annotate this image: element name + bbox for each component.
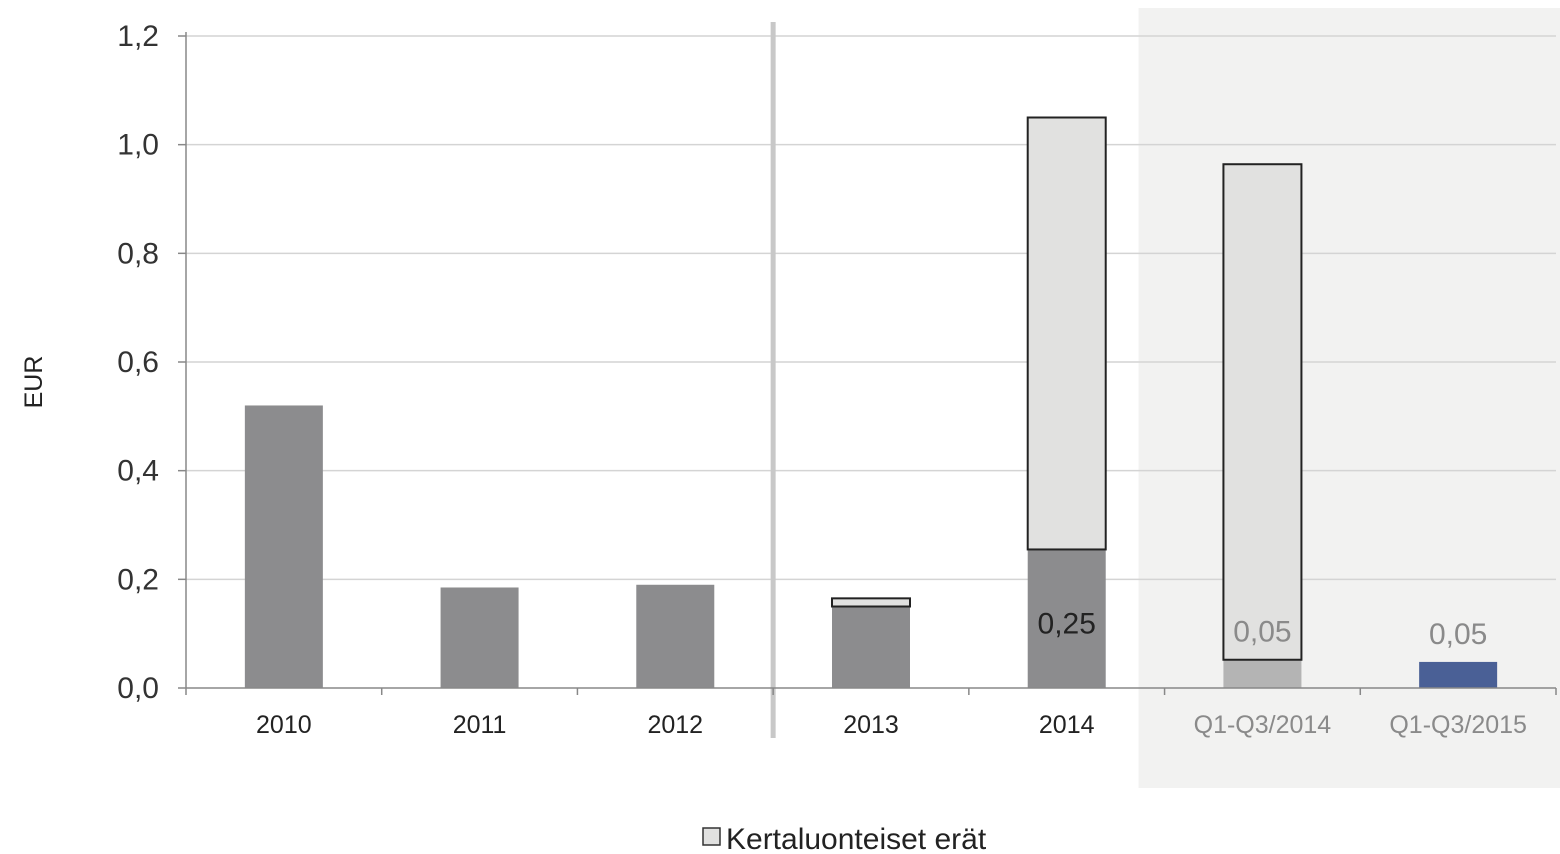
bar-base bbox=[244, 405, 323, 688]
bar-one-off-items bbox=[1026, 116, 1107, 551]
data-label: 0,05 bbox=[1429, 618, 1487, 651]
y-tick-label: 0,6 bbox=[117, 346, 159, 379]
y-tick-label: 0,0 bbox=[117, 672, 159, 705]
bar-base bbox=[832, 606, 910, 688]
x-tick-label: 2012 bbox=[647, 711, 703, 739]
bar-base bbox=[1419, 661, 1498, 688]
bar-one-off-items bbox=[1222, 163, 1303, 661]
legend: Kertaluonteiset erät bbox=[702, 823, 987, 854]
bar-base bbox=[1027, 549, 1106, 688]
x-tick-label: 2013 bbox=[843, 711, 899, 739]
bar-one-off-items bbox=[831, 597, 911, 608]
data-label: 0,05 bbox=[1233, 616, 1291, 649]
y-tick-label: 0,8 bbox=[117, 237, 159, 270]
legend-label: Kertaluonteiset erät bbox=[726, 823, 987, 854]
x-tick-label: Q1-Q3/2015 bbox=[1389, 711, 1527, 739]
x-tick-label: Q1-Q3/2014 bbox=[1194, 711, 1332, 739]
bar-base bbox=[440, 587, 519, 688]
x-tick-label: 2011 bbox=[453, 711, 507, 739]
data-label: 0,25 bbox=[1038, 607, 1096, 640]
y-tick-label: 1,2 bbox=[117, 20, 159, 53]
bar-base bbox=[1223, 659, 1302, 688]
y-axis-title: EUR bbox=[20, 356, 48, 409]
y-tick-label: 0,4 bbox=[117, 455, 159, 488]
x-tick-label: 2010 bbox=[256, 711, 312, 739]
y-tick-label: 0,2 bbox=[117, 563, 159, 596]
y-tick-label: 1,0 bbox=[117, 129, 159, 162]
highlight-region bbox=[1138, 8, 1560, 788]
bar-base bbox=[636, 584, 715, 688]
x-tick-label: 2014 bbox=[1039, 711, 1095, 739]
legend-swatch bbox=[702, 827, 721, 846]
